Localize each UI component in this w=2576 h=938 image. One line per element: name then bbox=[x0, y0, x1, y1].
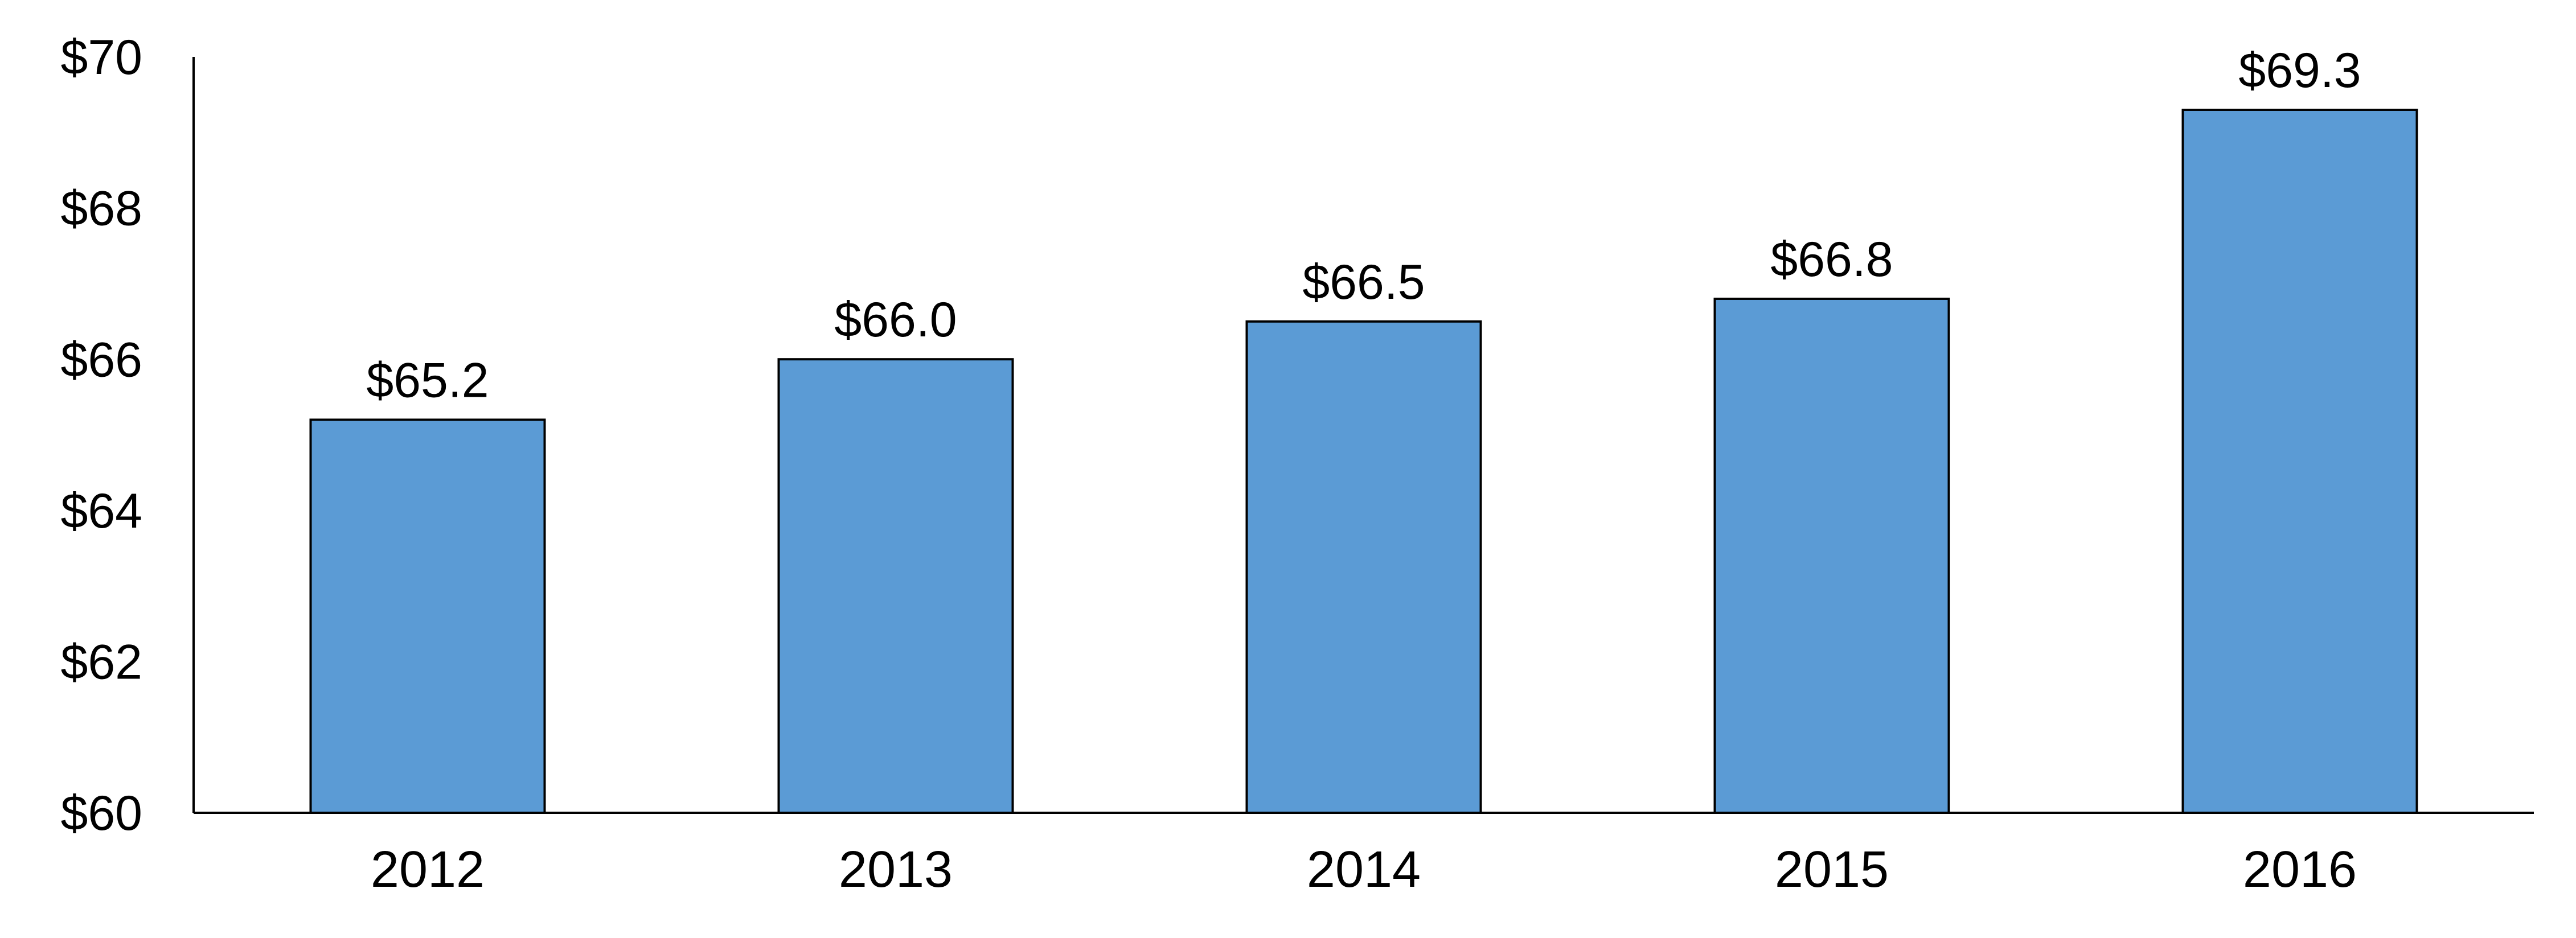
data-label-2016: $69.3 bbox=[2238, 43, 2361, 98]
bar-2015 bbox=[1713, 297, 1950, 814]
x-tick-label-2014: 2014 bbox=[1307, 841, 1421, 898]
y-tick-label-66: $66 bbox=[61, 332, 143, 387]
x-tick-label-2015: 2015 bbox=[1775, 841, 1889, 898]
data-label-2013: $66.0 bbox=[834, 293, 957, 347]
data-labels-layer: $65.2 $66.0 $66.5 $66.8 $69.3 bbox=[366, 43, 2361, 408]
y-tick-label-70: $70 bbox=[61, 30, 143, 85]
data-label-2012: $65.2 bbox=[366, 353, 489, 408]
bar-2016 bbox=[2181, 108, 2418, 814]
y-tick-label-64: $64 bbox=[61, 484, 143, 538]
y-tick-label-68: $68 bbox=[61, 182, 143, 236]
x-tick-label-2013: 2013 bbox=[839, 841, 953, 898]
x-tick-label-2012: 2012 bbox=[371, 841, 485, 898]
y-tick-label-60: $60 bbox=[61, 786, 143, 841]
axes-layer: 2012 2013 2014 2015 2016 $60 $62 $64 $66 $68 $70 bbox=[61, 30, 2534, 898]
bar-2014 bbox=[1245, 320, 1482, 814]
data-label-2015: $66.8 bbox=[1770, 232, 1893, 287]
bar-2013 bbox=[777, 358, 1014, 814]
bar-2012 bbox=[309, 418, 546, 814]
bars-layer bbox=[309, 108, 2418, 814]
x-tick-label-2016: 2016 bbox=[2243, 841, 2357, 898]
data-label-2014: $66.5 bbox=[1302, 255, 1425, 310]
y-tick-label-62: $62 bbox=[61, 635, 143, 690]
